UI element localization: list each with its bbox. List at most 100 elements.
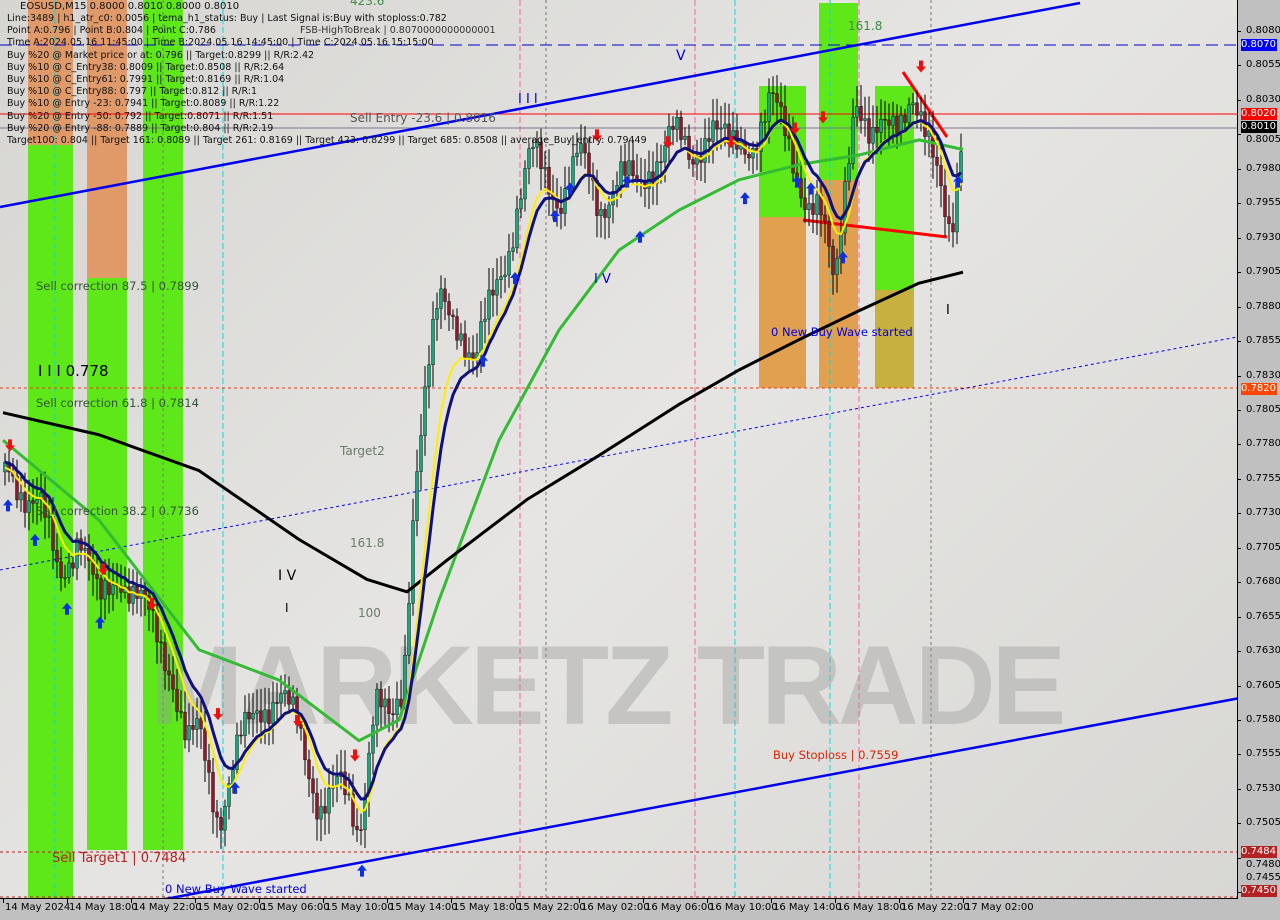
candle[interactable] bbox=[335, 754, 339, 803]
candle[interactable] bbox=[215, 800, 219, 838]
candle[interactable] bbox=[147, 588, 151, 631]
candle[interactable] bbox=[947, 195, 951, 242]
candle[interactable] bbox=[67, 552, 71, 584]
candle[interactable] bbox=[907, 97, 911, 129]
candle[interactable] bbox=[535, 131, 539, 168]
candle[interactable] bbox=[235, 722, 239, 776]
candle[interactable] bbox=[451, 309, 455, 330]
candle[interactable] bbox=[35, 477, 39, 525]
red-support-line[interactable] bbox=[802, 218, 948, 239]
candle[interactable] bbox=[371, 716, 375, 775]
candle[interactable] bbox=[171, 656, 175, 703]
candle[interactable] bbox=[711, 99, 715, 164]
candle[interactable] bbox=[267, 688, 271, 746]
candle[interactable] bbox=[119, 564, 123, 603]
sell-arrow-icon[interactable] bbox=[916, 60, 926, 73]
candle[interactable] bbox=[911, 92, 915, 115]
candle[interactable] bbox=[611, 180, 615, 224]
buy-arrow-icon[interactable] bbox=[635, 230, 645, 243]
ma-green-line[interactable] bbox=[2, 138, 964, 743]
candle[interactable] bbox=[583, 126, 587, 169]
candle[interactable] bbox=[823, 205, 827, 244]
candle[interactable] bbox=[55, 533, 59, 579]
candle[interactable] bbox=[467, 337, 471, 371]
candle[interactable] bbox=[263, 687, 267, 745]
buy-arrow-icon[interactable] bbox=[550, 210, 560, 223]
candle[interactable] bbox=[427, 345, 431, 409]
candle[interactable] bbox=[275, 682, 279, 722]
candle[interactable] bbox=[687, 124, 691, 169]
candle[interactable] bbox=[375, 683, 379, 748]
candle[interactable] bbox=[367, 741, 371, 818]
candle[interactable] bbox=[875, 106, 879, 155]
candle[interactable] bbox=[899, 106, 903, 146]
candle[interactable] bbox=[243, 695, 247, 748]
candle[interactable] bbox=[327, 768, 331, 834]
candle[interactable] bbox=[811, 186, 815, 234]
candle[interactable] bbox=[627, 140, 631, 181]
candle[interactable] bbox=[423, 366, 427, 456]
candle[interactable] bbox=[179, 690, 183, 719]
candle[interactable] bbox=[287, 676, 291, 714]
candle[interactable] bbox=[919, 96, 923, 132]
candle[interactable] bbox=[511, 232, 515, 261]
candle[interactable] bbox=[347, 773, 351, 801]
ma-black-line[interactable] bbox=[2, 270, 964, 594]
candle[interactable] bbox=[27, 479, 31, 531]
buy-arrow-icon[interactable] bbox=[478, 354, 488, 367]
candle[interactable] bbox=[491, 268, 495, 317]
candle[interactable] bbox=[571, 135, 575, 195]
candle[interactable] bbox=[695, 139, 699, 181]
candle[interactable] bbox=[735, 113, 739, 159]
candle[interactable] bbox=[503, 255, 507, 293]
channel-lower-line[interactable] bbox=[160, 697, 1237, 898]
buy-arrow-icon[interactable] bbox=[953, 175, 963, 188]
candle[interactable] bbox=[839, 220, 843, 274]
candle[interactable] bbox=[827, 214, 831, 268]
candle[interactable] bbox=[163, 628, 167, 690]
buy-arrow-icon[interactable] bbox=[95, 616, 105, 629]
candle[interactable] bbox=[635, 153, 639, 193]
candle[interactable] bbox=[639, 157, 643, 197]
sell-arrow-icon[interactable] bbox=[818, 111, 828, 124]
candle[interactable] bbox=[63, 564, 67, 588]
candle[interactable] bbox=[139, 578, 143, 617]
candle[interactable] bbox=[19, 474, 23, 512]
candle[interactable] bbox=[435, 292, 439, 341]
candle[interactable] bbox=[547, 149, 551, 216]
candle[interactable] bbox=[71, 555, 75, 577]
candle[interactable] bbox=[47, 495, 51, 539]
candle[interactable] bbox=[251, 692, 255, 738]
buy-arrow-icon[interactable] bbox=[838, 251, 848, 264]
candle[interactable] bbox=[191, 703, 195, 745]
candle[interactable] bbox=[895, 104, 899, 149]
candle[interactable] bbox=[199, 698, 203, 749]
candle[interactable] bbox=[475, 333, 479, 378]
candle[interactable] bbox=[459, 323, 463, 346]
candle[interactable] bbox=[771, 76, 775, 116]
candle[interactable] bbox=[575, 132, 579, 166]
candle[interactable] bbox=[79, 529, 83, 566]
candle[interactable] bbox=[455, 308, 459, 350]
candle[interactable] bbox=[863, 96, 867, 137]
candle[interactable] bbox=[315, 777, 319, 841]
candle[interactable] bbox=[311, 766, 315, 814]
candle[interactable] bbox=[779, 82, 783, 125]
chart-plot-area[interactable]: MARKETZ TRADE EOSUSD,M15 0.8000 0.8010 0… bbox=[0, 0, 1238, 899]
candle[interactable] bbox=[527, 143, 531, 185]
candle[interactable] bbox=[651, 151, 655, 205]
ma-yellow-line[interactable] bbox=[4, 120, 962, 813]
candle[interactable] bbox=[359, 813, 363, 846]
candle[interactable] bbox=[775, 75, 779, 123]
candle[interactable] bbox=[447, 293, 451, 331]
buy-arrow-icon[interactable] bbox=[230, 781, 240, 794]
sell-arrow-icon[interactable] bbox=[293, 715, 303, 727]
candle[interactable] bbox=[159, 629, 163, 664]
candle[interactable] bbox=[255, 689, 259, 734]
candle[interactable] bbox=[831, 239, 835, 295]
candle[interactable] bbox=[167, 654, 171, 692]
candle[interactable] bbox=[319, 789, 323, 842]
candle[interactable] bbox=[15, 459, 19, 509]
candle[interactable] bbox=[175, 669, 179, 722]
candle[interactable] bbox=[543, 151, 547, 191]
